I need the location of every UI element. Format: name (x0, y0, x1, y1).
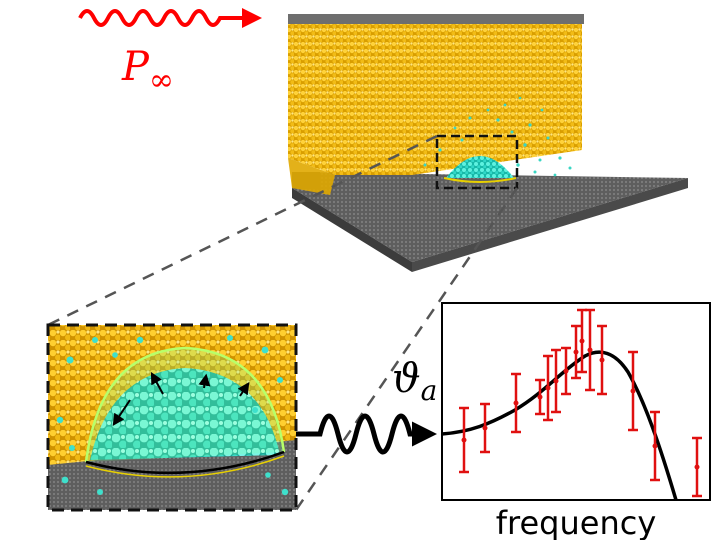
pressure-label: P∞ (121, 44, 174, 98)
sine-wave-arrow-icon (296, 413, 437, 455)
data-points (461, 338, 700, 470)
outgoing-wave (296, 413, 437, 455)
substrate-top (292, 172, 688, 262)
zoom-panel (46, 323, 298, 512)
zoom-projection-lines (47, 134, 519, 511)
droplet-zoom (90, 368, 280, 460)
substrate-right (412, 178, 688, 272)
substrate-front (292, 188, 412, 272)
liquid-slab-front (288, 24, 582, 175)
fit-curve (442, 350, 678, 500)
nanodroplet (446, 156, 514, 178)
zoom-selection-box (435, 134, 519, 190)
vapor-atoms (423, 96, 572, 177)
simulation-box (288, 14, 688, 272)
contact-angle-label: ϑa (392, 356, 437, 407)
x-axis-label: frequency (496, 504, 657, 540)
zoom-panel-border (46, 323, 298, 512)
sine-wave-arrow-icon (78, 8, 262, 28)
spectrum-plot: frequency (441, 302, 711, 540)
top-wall (288, 14, 584, 24)
interface-arrows (112, 371, 250, 426)
liquid-slab-side-shadow (288, 158, 335, 195)
incoming-wave (78, 8, 262, 28)
